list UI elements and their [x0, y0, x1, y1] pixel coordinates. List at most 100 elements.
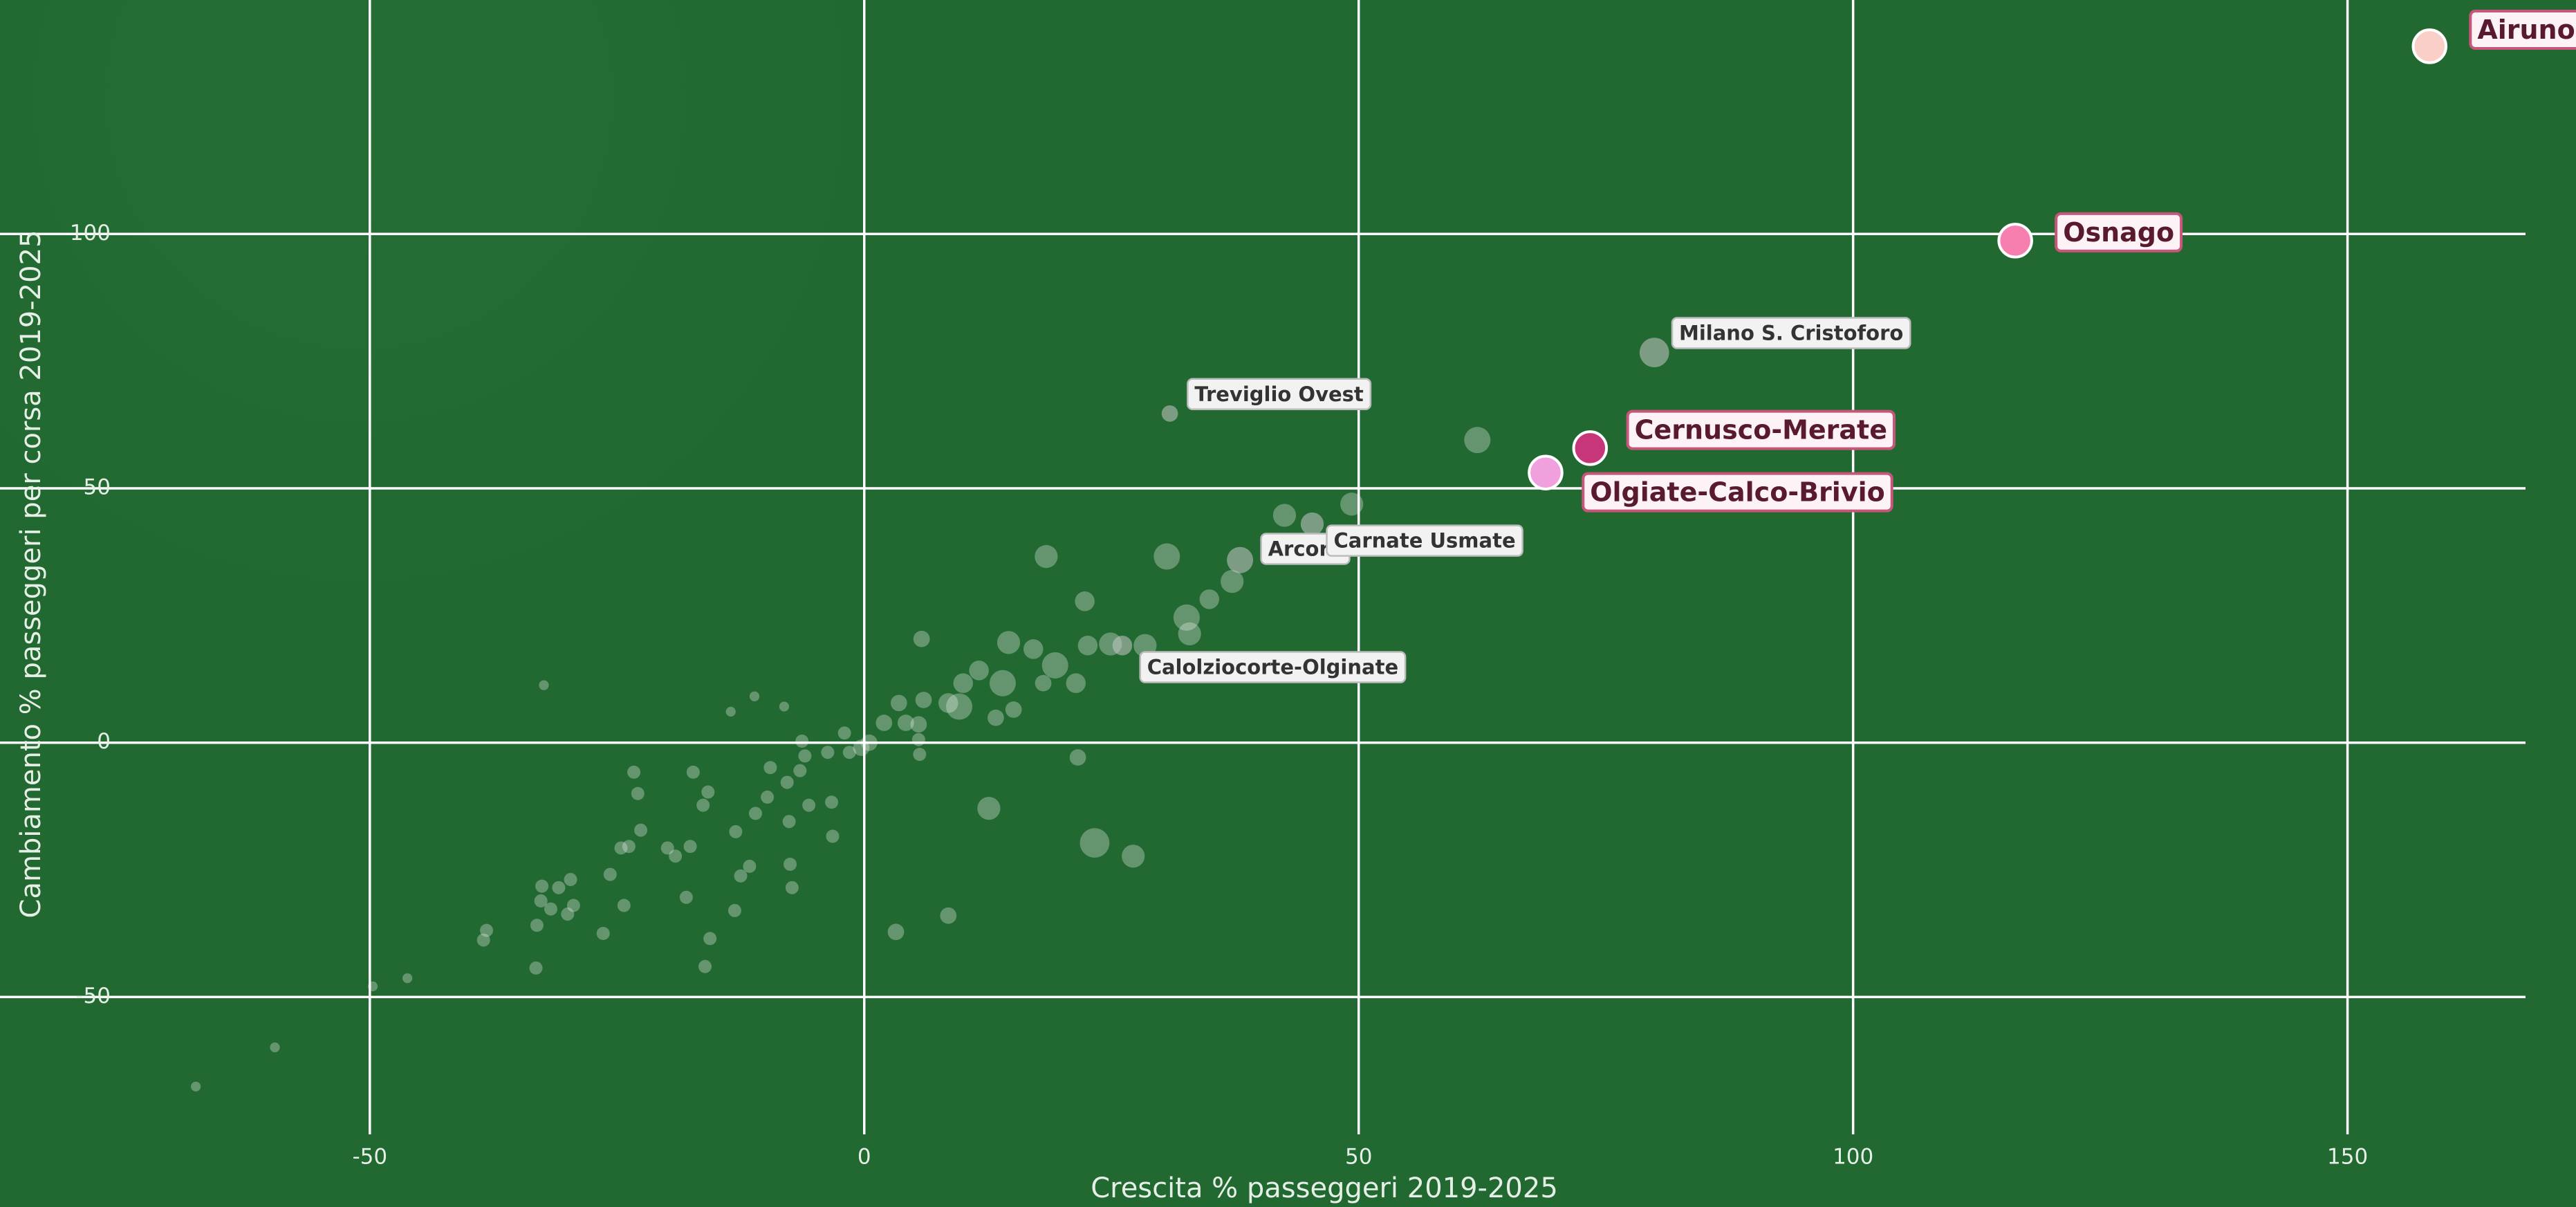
- data-point: [544, 902, 557, 916]
- data-point: [837, 726, 851, 740]
- data-point: [734, 869, 748, 883]
- labeled-point: [1112, 635, 1133, 656]
- x-tick-label: -50: [352, 1145, 387, 1170]
- point-label: Osnago: [2063, 217, 2174, 248]
- data-point: [1035, 544, 1058, 569]
- label-box: [1582, 472, 1893, 513]
- label-box: [1626, 409, 1896, 450]
- data-point: [1023, 639, 1044, 659]
- data-point: [913, 748, 927, 762]
- data-point: [748, 807, 762, 820]
- data-point: [953, 673, 973, 693]
- y-tick-label: 100: [70, 221, 111, 246]
- data-point: [1069, 749, 1086, 766]
- data-point: [1272, 504, 1297, 527]
- label-box: [1326, 524, 1523, 557]
- data-point: [997, 631, 1021, 654]
- y-tick-label: 50: [84, 475, 111, 500]
- data-point: [564, 873, 577, 887]
- data-point: [826, 829, 840, 843]
- data-point: [1464, 427, 1491, 454]
- data-point: [940, 907, 957, 924]
- labeled-point: [1639, 338, 1669, 368]
- data-point: [561, 907, 575, 921]
- data-point: [539, 680, 549, 690]
- data-point: [946, 693, 973, 720]
- data-point: [897, 715, 914, 731]
- label-box: [1187, 378, 1372, 411]
- point-label: Treviglio Ovest: [1194, 383, 1364, 406]
- data-point: [535, 879, 549, 893]
- labeled-point: [1528, 454, 1564, 490]
- data-point: [1041, 652, 1068, 679]
- data-point: [977, 796, 1001, 820]
- data-point: [622, 840, 636, 854]
- data-point: [938, 693, 958, 713]
- data-point: [783, 857, 797, 871]
- points: [190, 28, 2448, 1091]
- data-point: [530, 919, 544, 932]
- data-point: [913, 630, 930, 647]
- y-tick-label: 0: [97, 729, 111, 754]
- data-point: [795, 735, 809, 748]
- label-box: [1139, 651, 1407, 683]
- data-point: [627, 765, 641, 779]
- data-point: [270, 1042, 280, 1053]
- data-point: [480, 923, 494, 937]
- data-point: [729, 824, 743, 838]
- data-point: [798, 749, 812, 763]
- data-point: [634, 823, 648, 837]
- data-point: [988, 709, 1004, 726]
- data-point: [749, 691, 760, 701]
- data-point: [910, 716, 927, 733]
- data-point: [552, 881, 566, 894]
- data-point: [1199, 589, 1220, 609]
- data-point: [842, 746, 856, 759]
- x-tick-label: 50: [1345, 1145, 1372, 1170]
- data-point: [1075, 591, 1095, 611]
- data-point: [617, 899, 631, 912]
- data-point: [1122, 845, 1145, 868]
- data-point: [743, 859, 757, 873]
- data-point: [698, 959, 712, 973]
- data-point: [853, 739, 870, 756]
- y-axis-title: Cambiamento % passeggeri per corsa 2019-…: [15, 230, 47, 919]
- data-point: [703, 932, 717, 946]
- labeled-point: [2411, 28, 2448, 64]
- data-point: [861, 734, 878, 751]
- point-label: Carnate Usmate: [1334, 529, 1516, 553]
- data-point: [1077, 635, 1098, 656]
- data-point: [476, 933, 490, 947]
- data-point: [683, 840, 697, 854]
- label-box: [2469, 10, 2576, 50]
- data-point: [782, 815, 796, 829]
- data-point: [761, 790, 775, 804]
- data-point: [1005, 701, 1022, 718]
- data-point: [989, 670, 1016, 697]
- data-point: [763, 761, 777, 775]
- data-point: [725, 706, 736, 717]
- point-label: Milano S. Cristoforo: [1679, 322, 1903, 345]
- point-label: Airuno: [2477, 15, 2575, 45]
- x-tick-label: 0: [858, 1145, 871, 1170]
- label-box: [1671, 317, 1911, 349]
- data-point: [969, 661, 989, 681]
- data-point: [603, 867, 617, 881]
- data-point: [631, 786, 645, 800]
- data-point: [1153, 543, 1180, 570]
- data-point: [190, 1081, 201, 1091]
- x-tick-label: 150: [2327, 1145, 2368, 1170]
- labeled-point: [1227, 546, 1254, 573]
- data-point: [779, 701, 790, 712]
- labeled-point: [1572, 430, 1609, 466]
- data-point: [825, 795, 839, 809]
- data-point: [596, 927, 610, 941]
- data-point: [1340, 492, 1364, 516]
- data-point: [614, 841, 628, 855]
- data-point: [679, 890, 693, 904]
- data-point: [566, 899, 580, 912]
- data-point: [890, 694, 907, 712]
- data-point: [821, 746, 835, 759]
